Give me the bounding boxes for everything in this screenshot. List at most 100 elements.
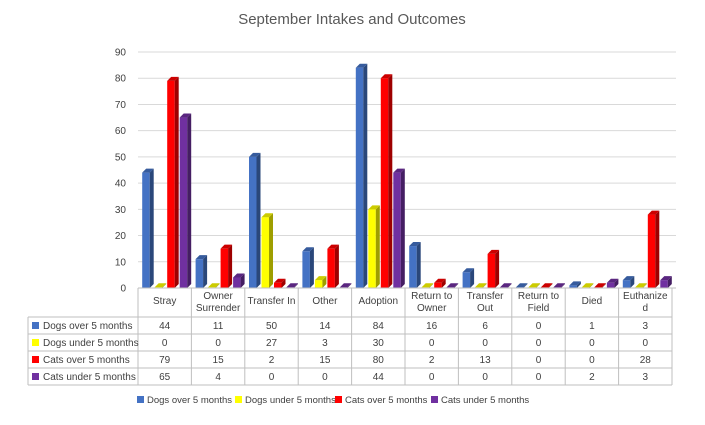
bar-top	[249, 152, 261, 157]
table-cell-value: 0	[536, 372, 542, 383]
table-cell-value: 84	[373, 321, 385, 332]
bars	[142, 63, 672, 288]
bar-top	[314, 276, 327, 281]
x-category-label: Out	[477, 303, 493, 314]
bar	[368, 205, 380, 288]
table-cell-value: 4	[215, 372, 221, 383]
bar-side	[400, 168, 405, 288]
bar	[167, 76, 179, 288]
bar-side	[523, 283, 528, 288]
bar-top	[581, 283, 594, 288]
bar	[339, 283, 352, 288]
bar-side	[507, 283, 512, 288]
bar-top	[409, 242, 421, 247]
bar	[660, 276, 672, 288]
bar-top	[462, 268, 475, 273]
x-category-label: Return to	[411, 291, 453, 302]
x-category-label: Return to	[518, 291, 560, 302]
bar-top	[434, 278, 446, 283]
bar-front	[569, 285, 577, 288]
bar	[581, 283, 594, 288]
bar-side	[149, 168, 154, 288]
bar-side	[589, 283, 594, 288]
table-cell-value: 14	[319, 321, 331, 332]
table-cell-value: 0	[482, 372, 488, 383]
legend: Dogs over 5 months Dogs under 5 months Cat…	[137, 395, 529, 406]
bar-front	[660, 280, 668, 288]
y-axis-ticks: 0 10 20 30 40 50 60 70 80 90	[115, 48, 127, 295]
bar-side	[429, 283, 434, 288]
table-cell-value: 0	[536, 321, 542, 332]
y-tick-label: 10	[115, 257, 127, 268]
table-cell-value: 3	[643, 372, 649, 383]
bar-top	[339, 283, 352, 288]
bar-top	[393, 168, 405, 173]
bar-side	[548, 283, 553, 288]
chart-title: September Intakes and Outcomes	[238, 11, 466, 28]
bar-top	[286, 283, 298, 288]
bar-side	[162, 283, 167, 288]
table-cell-value: 2	[429, 355, 435, 366]
bar	[233, 273, 245, 288]
bar-front	[355, 67, 364, 288]
table-cell-value: 0	[482, 338, 488, 349]
bar-side	[642, 283, 647, 288]
bar-front	[606, 282, 615, 288]
bar-side	[561, 283, 565, 288]
legend-swatch	[335, 396, 342, 403]
bar	[500, 283, 512, 288]
bar-side	[441, 278, 446, 288]
x-category-label: Other	[312, 296, 338, 307]
table-cell-value: 6	[482, 321, 488, 332]
table-cell-value: 0	[643, 338, 649, 349]
table-cell-value: 1	[589, 321, 595, 332]
bar-side	[174, 76, 179, 288]
legend-swatch	[431, 396, 438, 403]
table-cell-value: 16	[426, 321, 438, 332]
bar-front	[261, 217, 269, 288]
legend-swatch	[235, 396, 242, 403]
table-cell-value: 15	[319, 355, 331, 366]
x-category-label: Transfer	[467, 291, 505, 302]
bar-side	[228, 244, 233, 288]
bar-top	[487, 249, 500, 254]
bar	[516, 283, 528, 288]
bar-top	[446, 283, 459, 288]
legend-label: Dogs under 5 months	[245, 395, 336, 406]
bar-front	[167, 80, 175, 288]
bar-top	[220, 244, 233, 249]
bar-side	[667, 276, 672, 288]
bar-top	[233, 273, 245, 278]
table-cell-value: 0	[429, 338, 435, 349]
bar	[195, 255, 208, 288]
bar-side	[309, 247, 314, 288]
bar-top	[355, 63, 368, 68]
bar-top	[541, 283, 553, 288]
bar-top	[368, 205, 380, 210]
bar-top	[154, 283, 167, 288]
bar-side	[416, 242, 421, 288]
bar-top	[594, 283, 606, 288]
table-cell-value: 3	[643, 321, 649, 332]
legend-key-swatch	[32, 356, 39, 363]
bar	[327, 244, 339, 288]
bar	[635, 283, 647, 288]
y-tick-label: 70	[115, 100, 127, 111]
bar	[314, 276, 327, 288]
table-cell-value: 0	[429, 372, 435, 383]
bar	[261, 213, 273, 288]
table-cell-value: 27	[266, 338, 278, 349]
bar	[142, 168, 154, 288]
bar-front	[487, 253, 496, 288]
bar	[594, 283, 606, 288]
bar	[528, 283, 540, 288]
table-cell-value: 28	[640, 355, 652, 366]
bar	[355, 63, 368, 288]
bar-front	[195, 259, 204, 288]
table-cell-value: 65	[159, 372, 171, 383]
table-series-name: Cats under 5 months	[43, 372, 136, 383]
table-cell-value: 2	[589, 372, 595, 383]
table-cell-value: 3	[322, 338, 328, 349]
bar-top	[606, 278, 619, 283]
